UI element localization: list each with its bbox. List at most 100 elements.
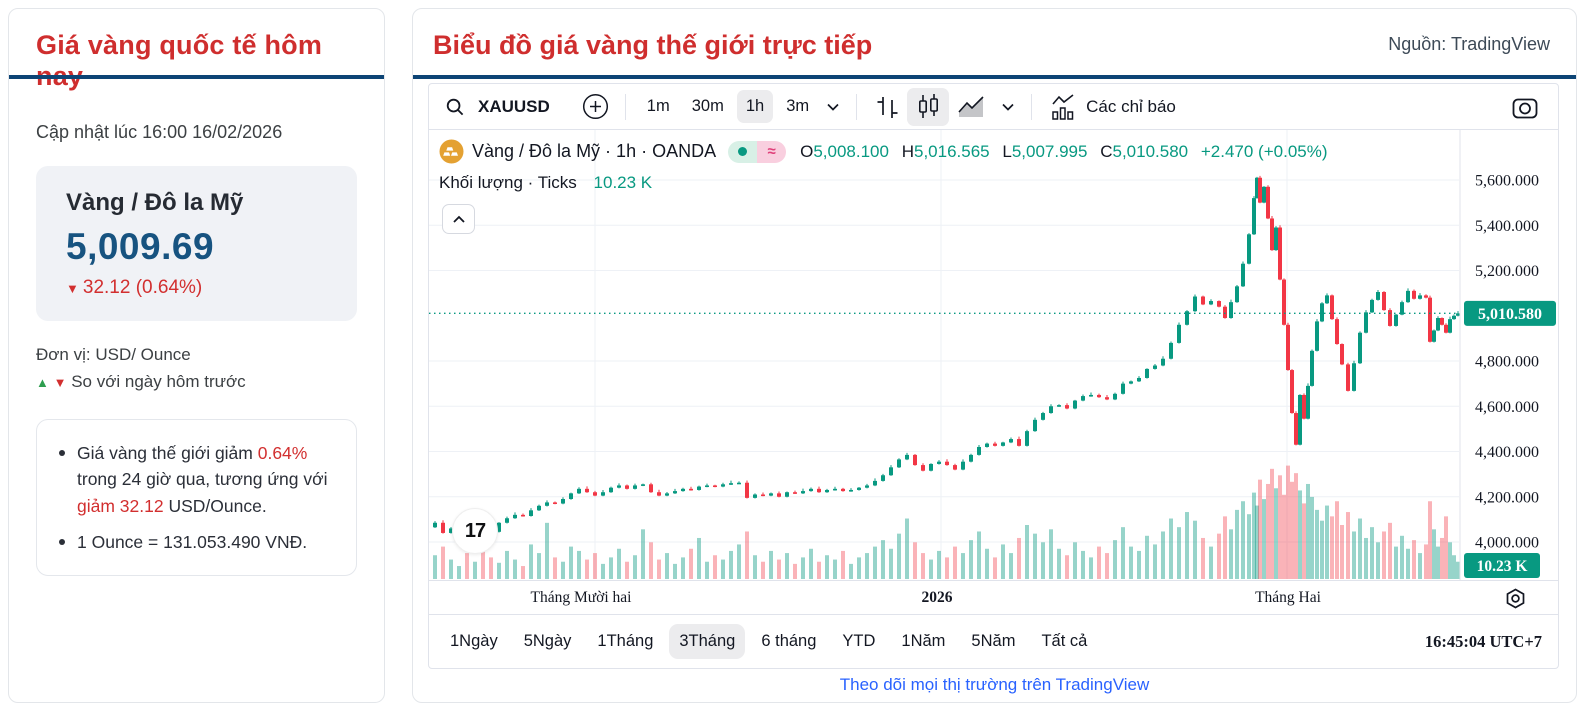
gold-price-panel: Giá vàng quốc tế hôm nay Cập nhật lúc 16… (8, 8, 385, 703)
source-text: Nguồn: TradingView (1388, 34, 1550, 54)
price-scale-label: 4,400.000 (1475, 444, 1539, 461)
range-button-Tất-cả[interactable]: Tất cả (1031, 624, 1097, 659)
range-button-YTD[interactable]: YTD (832, 624, 885, 659)
chart-type-area-button[interactable] (949, 88, 995, 126)
right-panel-divider (413, 75, 1576, 79)
up-triangle-icon: ▲ (36, 375, 49, 390)
symbol-search-button[interactable] (439, 93, 471, 121)
tradingview-logo[interactable]: 17 (452, 508, 498, 554)
bars-chart-icon (877, 96, 898, 118)
tradingview-widget: XAUUSD 1m 30m 1h 3m (428, 83, 1559, 669)
indicators-button[interactable]: Các chỉ báo (1042, 88, 1182, 126)
range-button-1Năm[interactable]: 1Năm (891, 624, 955, 659)
toolbar-separator (1031, 93, 1033, 120)
bullet-dot (59, 538, 65, 545)
notes-card: Giá vàng thế giới giảm 0.64% trong 24 gi… (36, 419, 357, 576)
range-button-5Năm[interactable]: 5Năm (961, 624, 1025, 659)
note-text: 1 Ounce = 131.053.490 VNĐ. (77, 531, 308, 552)
indicators-label: Các chỉ báo (1086, 96, 1176, 116)
open-value: 5,008.100 (813, 141, 889, 161)
chart-type-bars-button[interactable] (867, 89, 907, 125)
candles-chart-icon (919, 93, 939, 118)
quote-card: Vàng / Đô la Mỹ 5,009.69 ▼ 32.12 (0.64%) (36, 166, 357, 321)
close-value: 5,010.580 (1112, 141, 1189, 161)
high-label: H (901, 141, 914, 161)
note-item: Giá vàng thế giới giảm 0.64% trong 24 gi… (53, 440, 336, 519)
change-value: +2.470 (+0.05%) (1200, 141, 1328, 161)
range-button-1Ngày[interactable]: 1Ngày (440, 624, 508, 659)
chart-area[interactable]: 5,600.000 5,400.000 5,200.000 4,800.000 4,60… (429, 130, 1558, 580)
range-button-6-tháng[interactable]: 6 tháng (751, 624, 826, 659)
range-button-5Ngày[interactable]: 5Ngày (514, 624, 582, 659)
volume-value: 10.23 K (593, 173, 653, 192)
market-status-pill[interactable]: ≈ (728, 140, 787, 163)
time-axis-label: Tháng Mười hai (530, 589, 632, 606)
indicators-icon (1052, 93, 1074, 120)
price-chart-svg: 5,600.000 5,400.000 5,200.000 4,800.000 4,60… (429, 130, 1558, 580)
gold-symbol-icon (439, 139, 464, 164)
camera-icon (1512, 98, 1538, 118)
time-axis-label: Tháng Hai (1255, 589, 1321, 606)
chart-toolbar: XAUUSD 1m 30m 1h 3m (429, 84, 1558, 130)
widget-footer: Theo dõi mọi thị trường trên TradingView (413, 675, 1576, 695)
left-panel-title: Giá vàng quốc tế hôm nay (36, 30, 323, 91)
axis-settings-gear-icon[interactable] (1503, 586, 1528, 616)
right-panel-title: Biểu đồ giá vàng thế giới trực tiếp (433, 30, 873, 60)
chart-type-candles-button[interactable] (907, 87, 950, 126)
note-item: 1 Ounce = 131.053.490 VNĐ. (53, 529, 336, 555)
legend-collapse-button[interactable] (442, 204, 475, 234)
price-scale-label: 4,000.000 (1475, 535, 1539, 552)
quote-change: ▼ 32.12 (0.64%) (66, 277, 327, 299)
volume-badge: 10.23 K (1477, 558, 1528, 575)
interval-button-1m[interactable]: 1m (638, 90, 679, 123)
volume-label[interactable]: Khối lượng · Ticks (439, 173, 577, 192)
updated-at-text: Cập nhật lúc 16:00 16/02/2026 (36, 122, 283, 142)
range-button-1Tháng[interactable]: 1Tháng (587, 624, 663, 659)
range-button-3Tháng[interactable]: 3Tháng (669, 624, 746, 659)
symbol-label[interactable]: XAUUSD (478, 96, 550, 116)
area-chart-icon (958, 95, 984, 117)
screenshot-button[interactable] (1504, 88, 1546, 126)
price-scale-label: 4,200.000 (1475, 489, 1539, 506)
price-scale-label: 5,400.000 (1475, 218, 1539, 235)
approx-price-icon: ≈ (757, 140, 787, 163)
chevron-down-icon (827, 103, 839, 111)
price-scale-label: 5,200.000 (1475, 263, 1539, 280)
interval-buttons: 1m 30m 1h 3m (636, 90, 820, 123)
time-axis[interactable]: Tháng Mười hai 2026 Tháng Hai (429, 580, 1558, 614)
note-text: Giá vàng thế giới giảm 0.64% trong 24 gi… (77, 443, 328, 516)
chevron-up-icon (452, 215, 465, 223)
quote-name: Vàng / Đô la Mỹ (66, 189, 244, 216)
market-open-dot-icon (728, 140, 758, 163)
interval-button-3m[interactable]: 3m (777, 90, 818, 123)
price-scale-label: 4,600.000 (1475, 399, 1539, 416)
open-label: O (800, 141, 814, 161)
tradingview-footer-link[interactable]: Theo dõi mọi thị trường trên TradingView (839, 675, 1150, 694)
down-triangle-icon: ▼ (53, 375, 67, 390)
quote-change-value: 32.12 (0.64%) (82, 277, 203, 298)
quote-price: 5,009.69 (66, 226, 215, 267)
chart-type-menu-button[interactable] (995, 98, 1021, 116)
compare-legend: ▲ ▼ So với ngày hôm trước (36, 372, 357, 392)
legend-symbol-title[interactable]: Vàng / Đô la Mỹ · 1h · OANDA (472, 141, 717, 161)
clock-text[interactable]: 16:45:04 UTC+7 (1424, 631, 1542, 651)
time-axis-label: 2026 (921, 589, 953, 606)
interval-menu-button[interactable] (820, 98, 846, 116)
close-label: C (1100, 141, 1113, 161)
price-scale-label: 5,600.000 (1475, 173, 1539, 190)
chart-legend: Vàng / Đô la Mỹ · 1h · OANDA ≈ O5,008.10… (439, 139, 1336, 193)
compare-add-button[interactable] (576, 89, 615, 124)
unit-text: Đơn vị: USD/ Ounce (36, 345, 191, 364)
compare-label: So với ngày hôm trước (71, 372, 246, 391)
ohlc-values: O5,008.100 H5,016.565 L5,007.995 C5,010.… (800, 142, 1335, 162)
low-value: 5,007.995 (1011, 141, 1088, 161)
chart-panel: Biểu đồ giá vàng thế giới trực tiếp Nguồ… (412, 8, 1577, 703)
range-toolbar: 1Ngày 5Ngày 1Tháng 3Tháng 6 tháng YTD 1Năm 5Năm… (429, 614, 1558, 668)
interval-button-1h[interactable]: 1h (736, 90, 774, 123)
plus-circle-icon (582, 93, 608, 120)
search-icon (446, 98, 464, 115)
range-buttons: 1Ngày 5Ngày 1Tháng 3Tháng 6 tháng YTD 1Năm 5Năm… (437, 624, 1100, 659)
chevron-down-icon (1002, 103, 1014, 111)
interval-button-30m[interactable]: 30m (683, 90, 733, 123)
bullet-dot (59, 450, 65, 456)
